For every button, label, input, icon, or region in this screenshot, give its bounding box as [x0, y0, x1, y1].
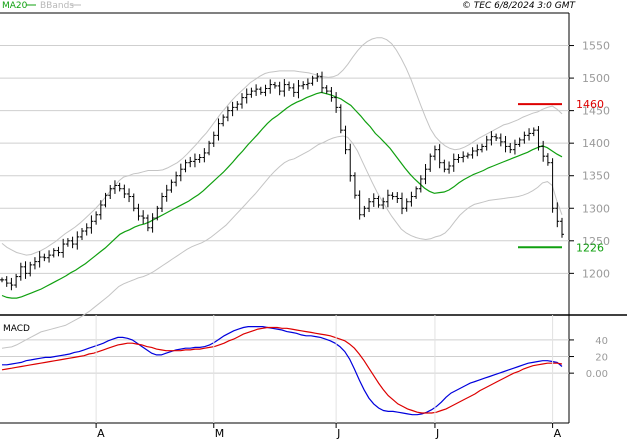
panel-frames — [0, 12, 627, 424]
macd-grid — [0, 339, 569, 374]
x-tick-label: M — [215, 427, 225, 440]
macd-y-ticks: 40 20 0.00 — [569, 336, 608, 380]
x-tick-label: A — [554, 427, 562, 440]
legend-ma20: MA20 — [2, 1, 28, 11]
price-y-ticks: 1550 1500 1450 1400 1350 1300 1250 1200 — [569, 40, 610, 280]
macd-line — [2, 326, 563, 416]
price-tick-label: 1550 — [582, 40, 610, 53]
bb-lower-line — [1, 135, 563, 349]
source-text: © TEC 6/8/2024 3:0 GMT — [462, 1, 577, 11]
level-label: 1226 — [576, 241, 604, 254]
price-tick-label: 1350 — [582, 170, 610, 183]
macd-tick-label: 40 — [595, 336, 608, 347]
price-tick-label: 1450 — [582, 105, 610, 118]
bb-upper-line — [1, 37, 563, 256]
macd-title: MACD — [3, 324, 30, 334]
price-levels: 1460 1226 — [518, 98, 604, 254]
ma20-series — [1, 91, 563, 299]
macd-tick-label: 20 — [595, 353, 608, 364]
price-tick-label: 1400 — [582, 137, 610, 150]
ma20-line — [1, 91, 563, 299]
macd-series — [1, 326, 563, 416]
chart-header: MA20 BBands © TEC 6/8/2024 3:0 GMT — [2, 1, 576, 11]
price-grid — [0, 45, 569, 274]
bollinger-bands — [1, 37, 563, 349]
x-tick-label: J — [336, 427, 340, 440]
legend-bbands: BBands — [40, 1, 74, 11]
price-tick-label: 1250 — [582, 235, 610, 248]
price-tick-label: 1200 — [582, 267, 610, 280]
price-tick-label: 1500 — [582, 72, 610, 85]
x-tick-label: A — [97, 427, 105, 440]
macd-tick-label: 0.00 — [586, 369, 608, 380]
price-tick-label: 1300 — [582, 202, 610, 215]
level-label: 1460 — [576, 98, 604, 111]
x-tick-label: J — [435, 427, 439, 440]
ohlc-bars — [0, 71, 564, 291]
signal-line — [1, 326, 563, 414]
